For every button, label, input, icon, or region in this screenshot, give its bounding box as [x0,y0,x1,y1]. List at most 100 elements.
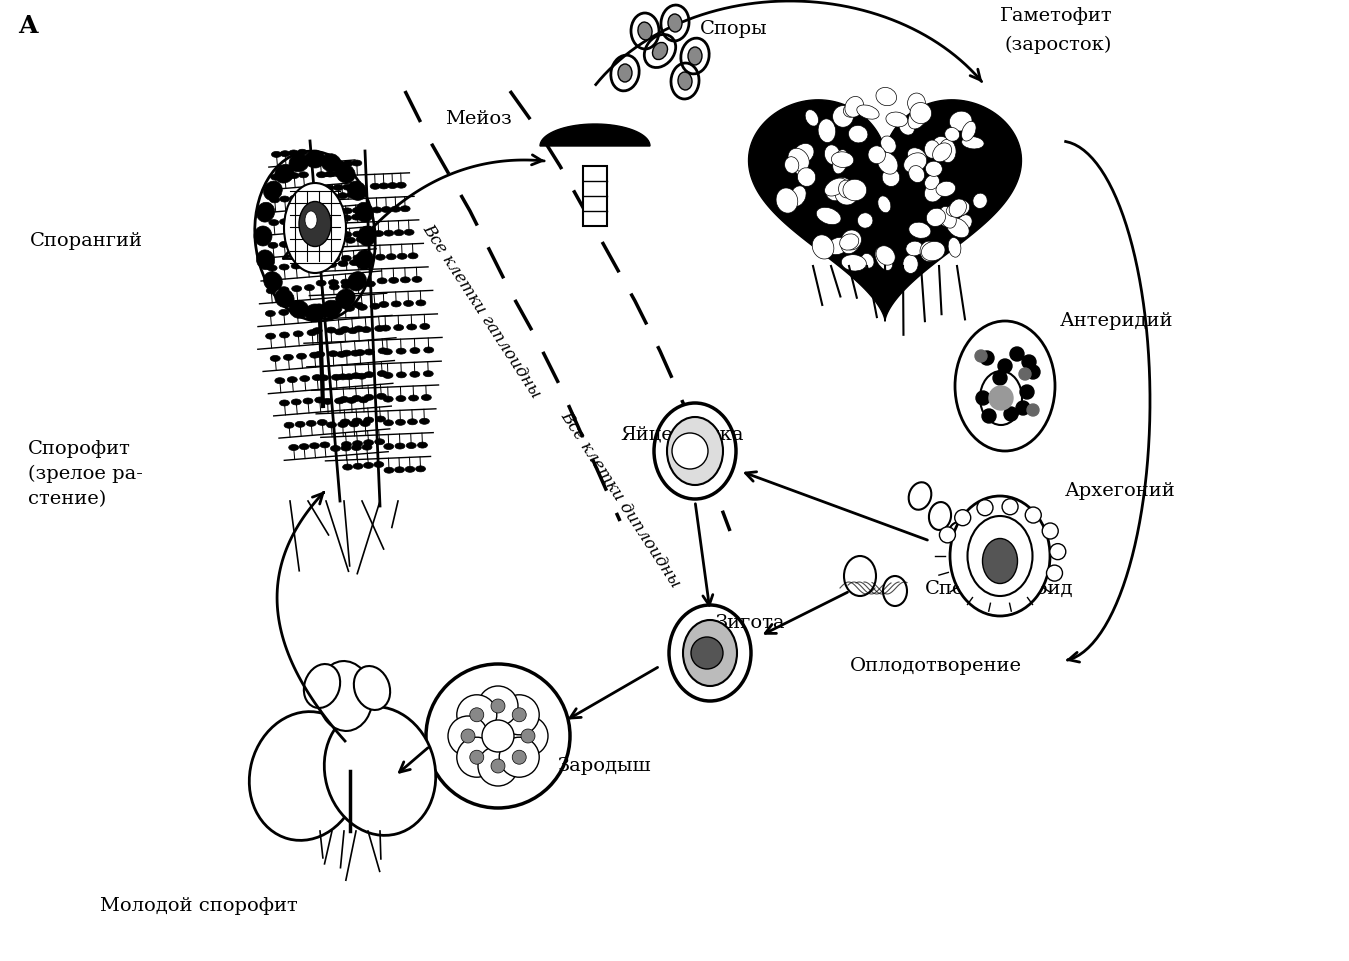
Ellipse shape [317,172,326,178]
Ellipse shape [378,278,387,283]
Circle shape [993,371,1006,385]
Ellipse shape [973,193,987,209]
Ellipse shape [360,421,370,427]
Ellipse shape [375,255,386,260]
Ellipse shape [266,287,277,294]
Ellipse shape [320,442,331,448]
Ellipse shape [314,352,325,357]
Ellipse shape [279,309,289,315]
Ellipse shape [314,397,325,403]
Ellipse shape [824,178,847,196]
Ellipse shape [285,422,294,429]
Circle shape [491,759,505,773]
Ellipse shape [316,280,326,286]
Ellipse shape [839,180,854,198]
Ellipse shape [383,373,393,379]
Ellipse shape [909,482,931,509]
Ellipse shape [909,222,931,238]
Ellipse shape [352,445,362,451]
Ellipse shape [911,103,932,124]
Circle shape [979,351,994,365]
Ellipse shape [925,161,943,177]
Ellipse shape [270,356,281,361]
Ellipse shape [679,72,692,90]
Ellipse shape [335,329,344,334]
Ellipse shape [924,140,940,159]
Ellipse shape [255,151,375,321]
Ellipse shape [352,418,362,424]
Ellipse shape [317,661,372,731]
Ellipse shape [844,556,876,596]
Ellipse shape [285,183,345,273]
Ellipse shape [321,300,341,318]
Ellipse shape [947,218,969,237]
Ellipse shape [335,398,344,404]
Ellipse shape [289,445,298,451]
Circle shape [499,737,540,777]
Ellipse shape [337,374,348,380]
Circle shape [998,359,1012,373]
Ellipse shape [382,349,393,355]
Ellipse shape [293,308,302,314]
Ellipse shape [950,111,973,131]
Ellipse shape [291,399,301,405]
Ellipse shape [842,255,866,271]
Ellipse shape [279,332,290,338]
Text: Спорофит: Спорофит [28,440,131,458]
Ellipse shape [328,280,339,285]
Ellipse shape [353,326,364,332]
Ellipse shape [921,241,946,260]
Ellipse shape [908,106,928,129]
Ellipse shape [266,333,275,339]
Ellipse shape [301,217,310,223]
Ellipse shape [263,272,282,291]
Ellipse shape [401,206,410,211]
Ellipse shape [266,310,275,316]
Ellipse shape [946,204,966,217]
Ellipse shape [378,348,389,354]
Polygon shape [749,100,1021,321]
Ellipse shape [340,327,349,333]
Ellipse shape [816,208,840,225]
Ellipse shape [884,576,907,606]
Ellipse shape [417,442,428,448]
Ellipse shape [364,372,374,378]
Ellipse shape [306,420,316,427]
Ellipse shape [776,188,797,213]
Ellipse shape [353,302,363,308]
Ellipse shape [958,214,973,231]
Ellipse shape [290,218,301,224]
Ellipse shape [279,264,289,270]
Text: Споры: Споры [700,20,768,38]
Ellipse shape [405,230,414,235]
Ellipse shape [352,208,363,213]
Ellipse shape [279,400,290,406]
Ellipse shape [962,136,983,149]
Ellipse shape [831,152,854,167]
Ellipse shape [263,181,282,201]
Ellipse shape [403,301,414,307]
Ellipse shape [337,422,348,428]
Ellipse shape [843,180,866,201]
Ellipse shape [927,209,946,227]
Ellipse shape [666,417,723,485]
Circle shape [1016,401,1031,415]
Ellipse shape [929,502,951,530]
Ellipse shape [688,47,701,65]
Ellipse shape [383,444,394,450]
Ellipse shape [344,306,355,311]
Text: Яйцеклетка: Яйцеклетка [621,426,743,444]
Ellipse shape [375,416,386,422]
Ellipse shape [353,255,363,260]
Ellipse shape [391,301,401,307]
Ellipse shape [359,397,368,403]
Ellipse shape [326,327,336,333]
Ellipse shape [861,254,874,268]
Ellipse shape [340,303,351,308]
Ellipse shape [356,373,367,380]
Ellipse shape [305,150,325,168]
Ellipse shape [881,136,896,153]
Circle shape [982,409,996,423]
Ellipse shape [341,232,352,237]
Ellipse shape [256,250,275,270]
